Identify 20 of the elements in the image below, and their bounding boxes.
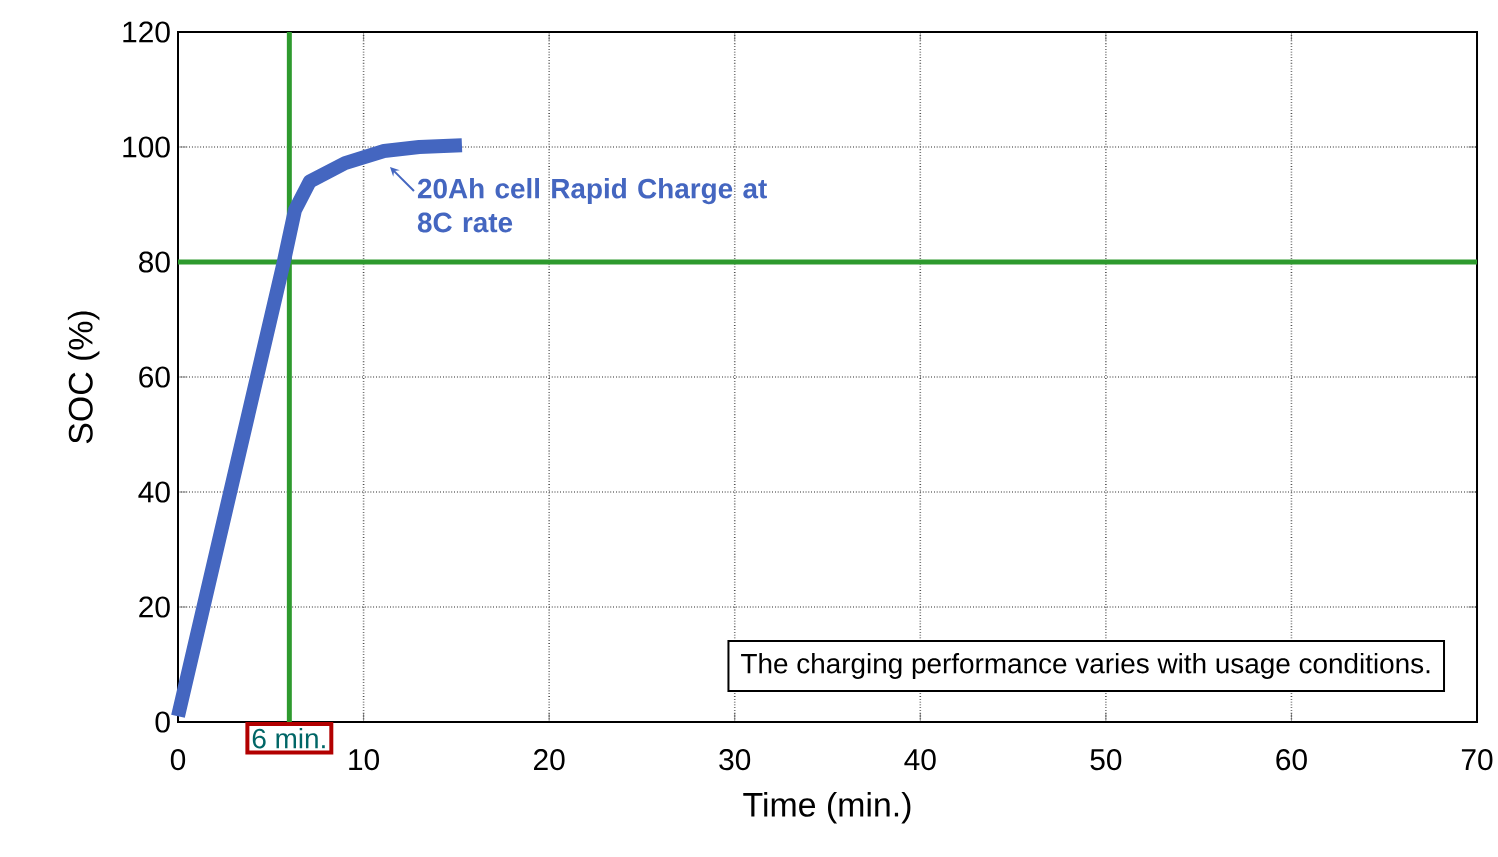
x-tick-label: 0 [170,749,186,771]
y-axis-title: SOC (%) [67,311,100,444]
x-tick-label: 40 [904,749,936,771]
y-tick-label: 80 [139,251,170,273]
annotation: 20Ah cell Rapid Charge at 8C rate [417,178,767,233]
x-tick-label: 10 [349,749,380,771]
y-tick-label: 100 [123,136,170,158]
y-tick-label: 20 [139,596,170,618]
x-tick-label: 70 [1461,749,1493,771]
x-tick-label: 20 [534,749,565,771]
x-tick-label: 30 [719,749,751,771]
x-tick-label: 50 [1090,749,1122,771]
y-tick-label: 40 [138,481,170,503]
x-axis-title: Time (min.) [743,791,911,824]
ref-line-label: 6 min. [252,727,325,749]
annotation: The charging performance varies with usage conditions. [741,653,1430,679]
y-tick-label: 60 [139,366,170,388]
x-tick-label: 60 [1276,749,1307,771]
y-tick-label: 0 [155,711,170,733]
y-tick-label: 120 [123,21,170,43]
